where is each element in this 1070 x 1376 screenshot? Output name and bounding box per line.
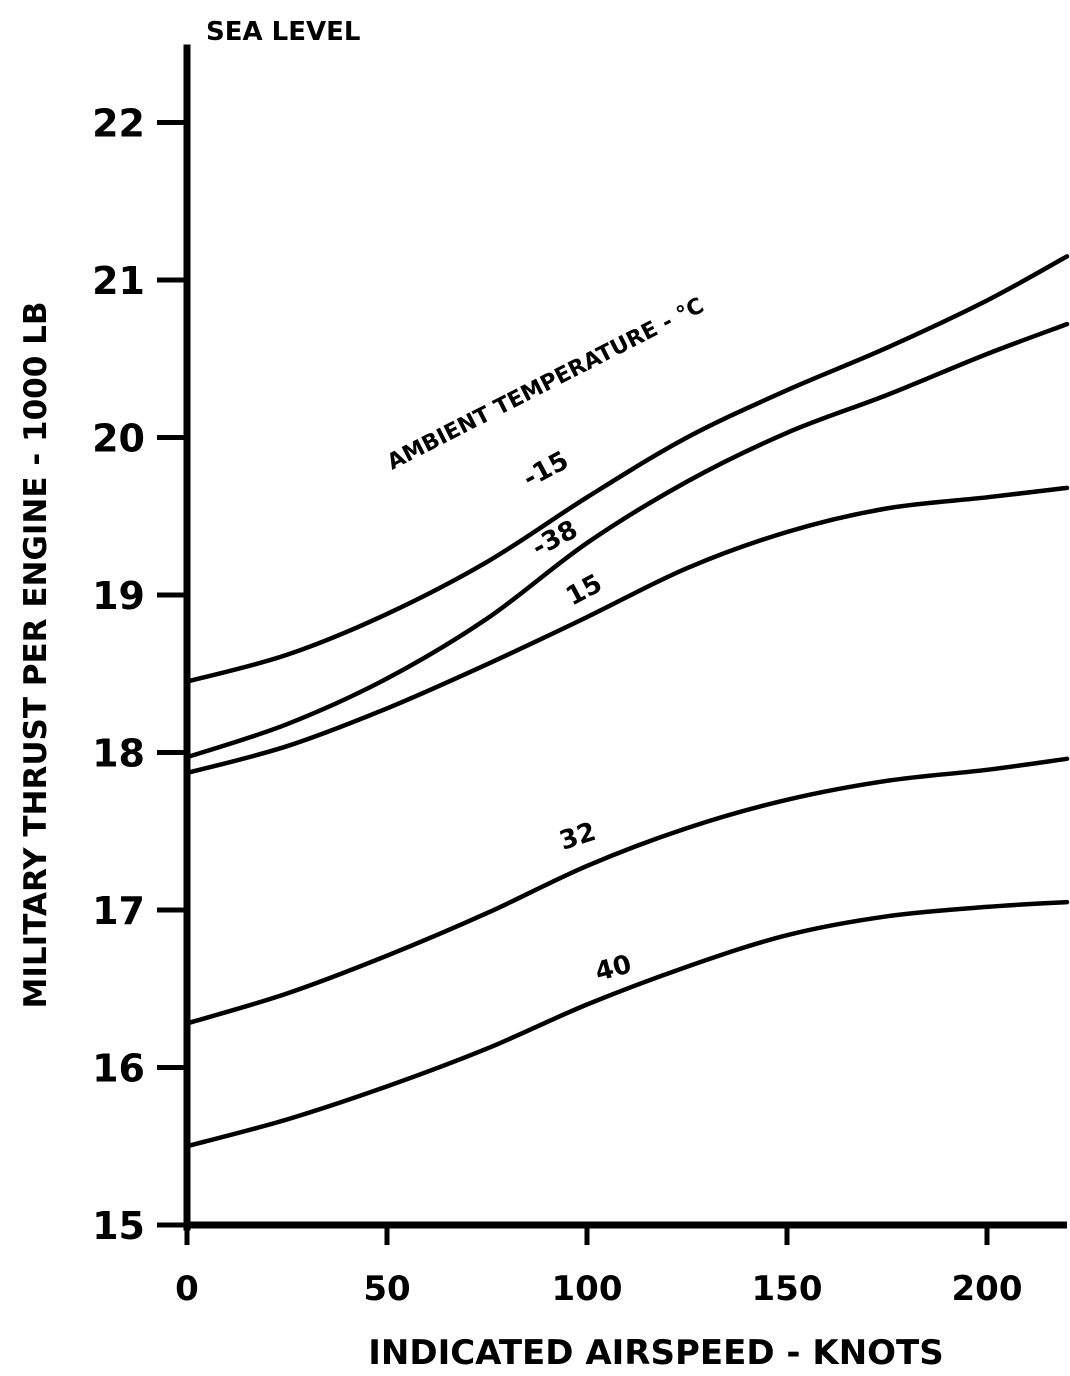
series-line-1 bbox=[184, 321, 1070, 760]
x-tick-label-50: 50 bbox=[363, 1269, 410, 1309]
series-label-1: -38 bbox=[527, 515, 583, 564]
y-tick-label-19: 19 bbox=[92, 574, 145, 618]
series-line-4 bbox=[184, 899, 1070, 1149]
series-line-2 bbox=[184, 485, 1070, 776]
chart-title: SEA LEVEL bbox=[206, 17, 360, 47]
legend-title: AMBIENT TEMPERATURE - °C bbox=[383, 293, 708, 475]
y-tick-label-18: 18 bbox=[92, 732, 145, 776]
y-axis-label: MILITARY THRUST PER ENGINE - 1000 LB bbox=[18, 302, 54, 1009]
series-label-4: 40 bbox=[592, 949, 635, 987]
series-line-0 bbox=[184, 254, 1070, 684]
x-axis-label: INDICATED AIRSPEED - KNOTS bbox=[368, 1333, 943, 1371]
y-tick-label-16: 16 bbox=[92, 1047, 145, 1091]
series-labels: -15 -38 15 32 40 bbox=[518, 446, 635, 988]
series-lines bbox=[184, 254, 1070, 1149]
axes bbox=[183, 44, 1067, 1231]
y-tick-label-20: 20 bbox=[92, 417, 145, 461]
x-tick-label-200: 200 bbox=[952, 1269, 1023, 1309]
series-label-2: 15 bbox=[561, 569, 607, 612]
x-tick-label-0: 0 bbox=[175, 1269, 199, 1309]
y-tick-label-15: 15 bbox=[92, 1204, 145, 1248]
ticks: 15 16 17 18 19 20 21 22 0 50 100 150 200 bbox=[92, 102, 1022, 1310]
y-tick-label-21: 21 bbox=[92, 259, 145, 303]
x-tick-label-100: 100 bbox=[552, 1269, 623, 1309]
y-tick-label-22: 22 bbox=[92, 102, 145, 146]
y-tick-label-17: 17 bbox=[92, 889, 145, 933]
series-line-3 bbox=[184, 756, 1070, 1026]
series-label-3: 32 bbox=[556, 817, 600, 857]
series-label-0: -15 bbox=[518, 446, 574, 495]
x-tick-label-150: 150 bbox=[752, 1269, 823, 1309]
